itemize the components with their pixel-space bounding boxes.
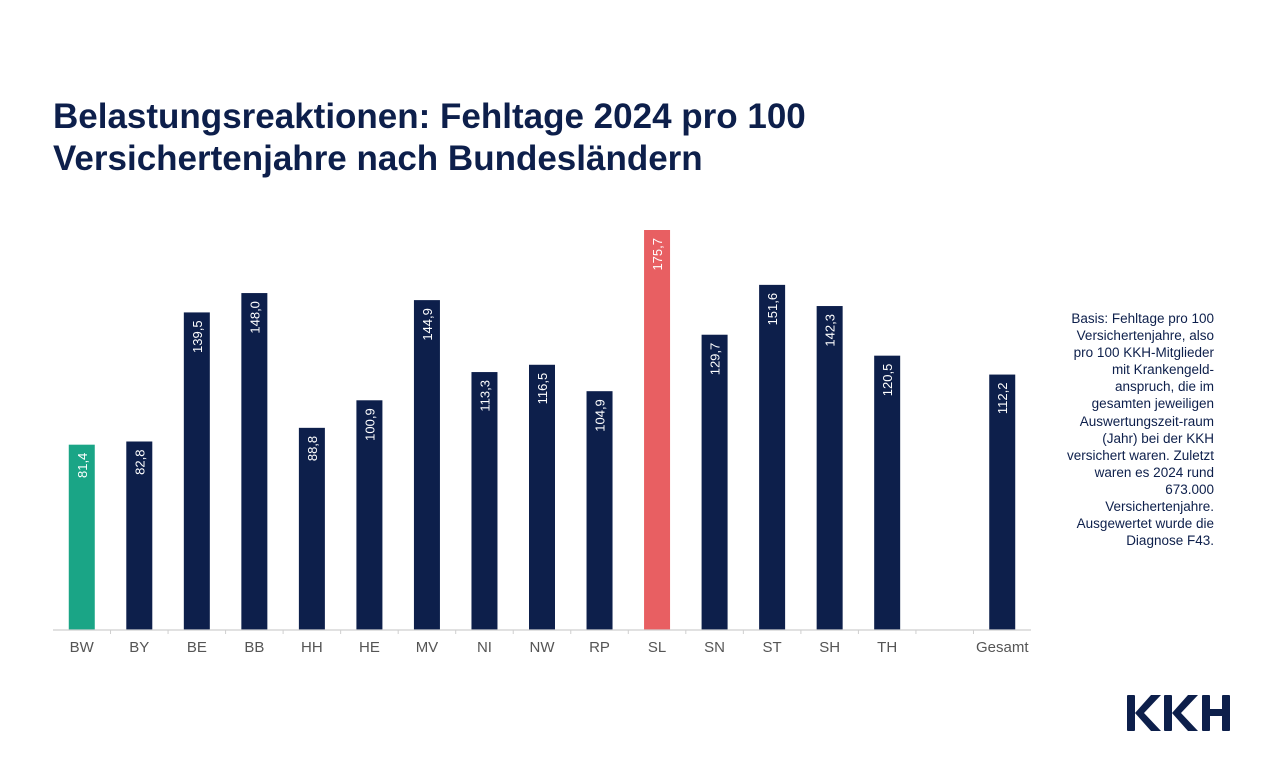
footnote: Basis: Fehltage pro 100 Versichertenjahr… [1066,311,1214,549]
x-tick-label-th: TH [877,639,897,656]
bar-sn [701,334,728,630]
x-tick-label-st: ST [763,639,782,656]
value-label-nw: 116,5 [535,373,550,405]
bar-ni [471,372,498,630]
value-labels: 81,4 82,8 139,5 148,0 88,8 100,9 144,9 113,3 116… [75,238,1010,478]
bar-bw [68,444,95,630]
value-label-th: 120,5 [880,364,895,397]
x-tick-label-sn: SN [704,639,725,656]
bar-st [759,284,786,630]
x-tick-label-sl: SL [648,639,666,656]
value-label-rp: 104,9 [593,399,608,432]
bar-he [356,400,383,630]
value-label-mv: 144,9 [420,308,435,341]
x-tick-label-mv: MV [416,639,439,656]
bar-gesamt [989,374,1016,630]
x-tick-label-nw: NW [530,639,556,656]
value-label-sl: 175,7 [650,238,665,271]
bar-rp [586,391,613,630]
x-tick-label-gesamt: Gesamt [976,639,1029,656]
value-label-hh: 88,8 [305,436,320,461]
bar-be [183,312,210,630]
value-label-bw: 81,4 [75,453,90,478]
value-label-he: 100,9 [362,408,377,441]
x-tick-labels: BW BY BE BB HH HE MV NI NW RP SL SN ST SH TH Gesamt [70,639,1030,656]
x-tick-label-he: HE [359,639,380,656]
x-tick-label-bb: BB [244,639,264,656]
x-tick-label-sh: SH [819,639,840,656]
chart-title: Belastungsreaktionen: Fehltage 2024 pro … [53,96,953,180]
bar-th [874,355,901,630]
x-tick-label-ni: NI [477,639,492,656]
bar-sh [816,306,843,630]
value-label-st: 151,6 [765,293,780,326]
x-tick-label-rp: RP [589,639,610,656]
bar-nw [529,364,555,630]
x-tick-label-by: BY [129,639,149,656]
bar-hh [298,427,325,630]
chart-title-line-1: Belastungsreaktionen: Fehltage 2024 pro … [53,97,806,136]
x-axis-ticks [110,630,974,634]
kkh-logo [1127,695,1230,731]
value-label-by: 82,8 [132,449,147,474]
value-label-sn: 129,7 [708,343,723,376]
chart-title-line-2: Versichertenjahre nach Bundesländern [53,139,703,178]
x-tick-label-be: BE [187,639,207,656]
value-label-sh: 142,3 [823,314,838,347]
bar-mv [413,300,440,630]
value-label-ni: 113,3 [477,380,492,412]
value-label-be: 139,5 [190,320,205,353]
value-label-gesamt: 112,2 [995,383,1010,415]
bar-by [126,441,153,630]
value-label-bb: 148,0 [247,301,262,334]
x-tick-label-bw: BW [70,639,95,656]
bar-bb [241,293,268,630]
x-tick-label-hh: HH [301,639,323,656]
bar-sl [644,230,671,630]
bars-group [68,230,1016,630]
